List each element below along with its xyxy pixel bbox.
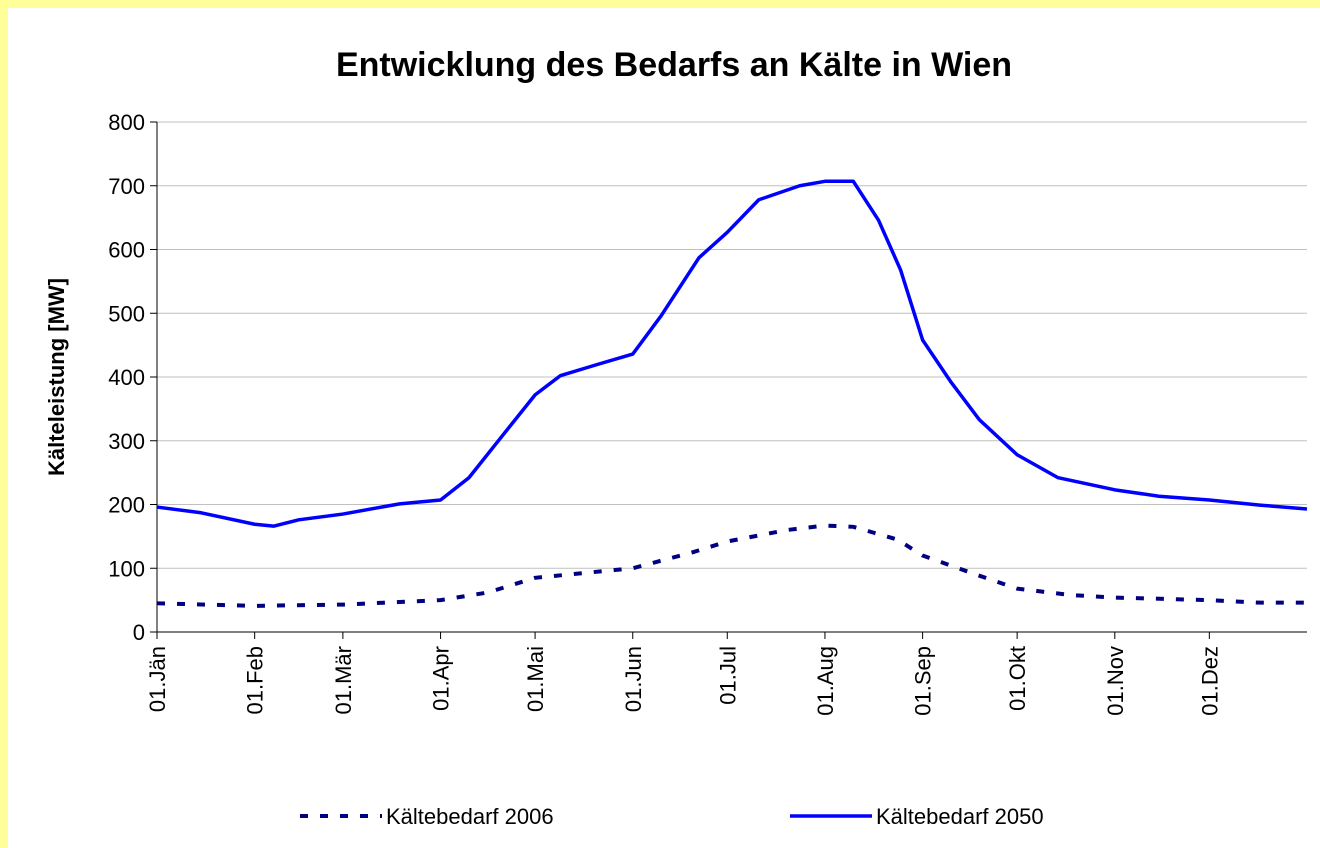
x-tick-label: 01.Aug <box>813 646 838 716</box>
y-tick-label: 200 <box>108 493 145 518</box>
line-series <box>156 179 1308 528</box>
x-tick-label: 01.Mai <box>523 646 548 712</box>
x-tick-label: 01.Jul <box>715 646 740 705</box>
y-tick-label: 600 <box>108 238 145 263</box>
x-tick-label: 01.Feb <box>243 646 268 715</box>
x-tick-label: 01.Sep <box>911 646 936 716</box>
chart-background <box>8 8 1320 848</box>
y-tick-label: 800 <box>108 110 145 135</box>
y-tick-label: 700 <box>108 174 145 199</box>
x-tick-label: 01.Nov <box>1103 646 1128 716</box>
y-tick-label: 300 <box>108 429 145 454</box>
legend-label: Kältebedarf 2050 <box>876 804 1044 829</box>
y-tick-label: 500 <box>108 301 145 326</box>
line-series <box>156 523 1307 608</box>
y-axis-label: Kälteleistung [MW] <box>44 278 69 476</box>
x-tick-label: 01.Dez <box>1197 646 1222 716</box>
legend-label: Kältebedarf 2006 <box>386 804 554 829</box>
y-tick-label: 400 <box>108 365 145 390</box>
x-tick-label: 01.Apr <box>429 646 454 711</box>
chart-title: Entwicklung des Bedarfs an Kälte in Wien <box>336 46 1012 84</box>
x-tick-label: 01.Mär <box>331 646 356 714</box>
y-tick-label: 0 <box>133 620 145 645</box>
y-tick-label: 100 <box>108 556 145 581</box>
x-tick-label: 01.Okt <box>1005 646 1030 711</box>
x-tick-label: 01.Jun <box>621 646 646 712</box>
x-tick-label: 01.Jän <box>145 646 170 712</box>
